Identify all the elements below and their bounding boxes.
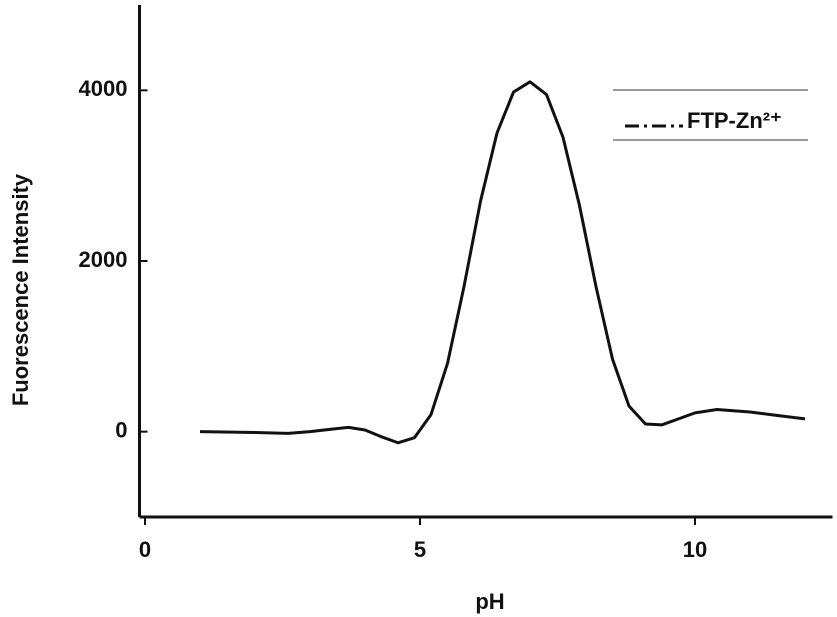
x-axis-label: pH xyxy=(475,589,504,614)
y-tick-label: 2000 xyxy=(79,247,128,272)
y-axis-label: Fuorescence Intensity xyxy=(8,173,33,406)
x-tick-label: 10 xyxy=(683,537,707,562)
y-tick-label: 4000 xyxy=(79,76,128,101)
y-tick-label: 0 xyxy=(115,417,127,442)
x-tick-label: 5 xyxy=(414,537,426,562)
data-line xyxy=(199,80,806,445)
legend-label: FTP-Zn²⁺ xyxy=(687,108,782,133)
x-tick-label: 0 xyxy=(139,537,151,562)
